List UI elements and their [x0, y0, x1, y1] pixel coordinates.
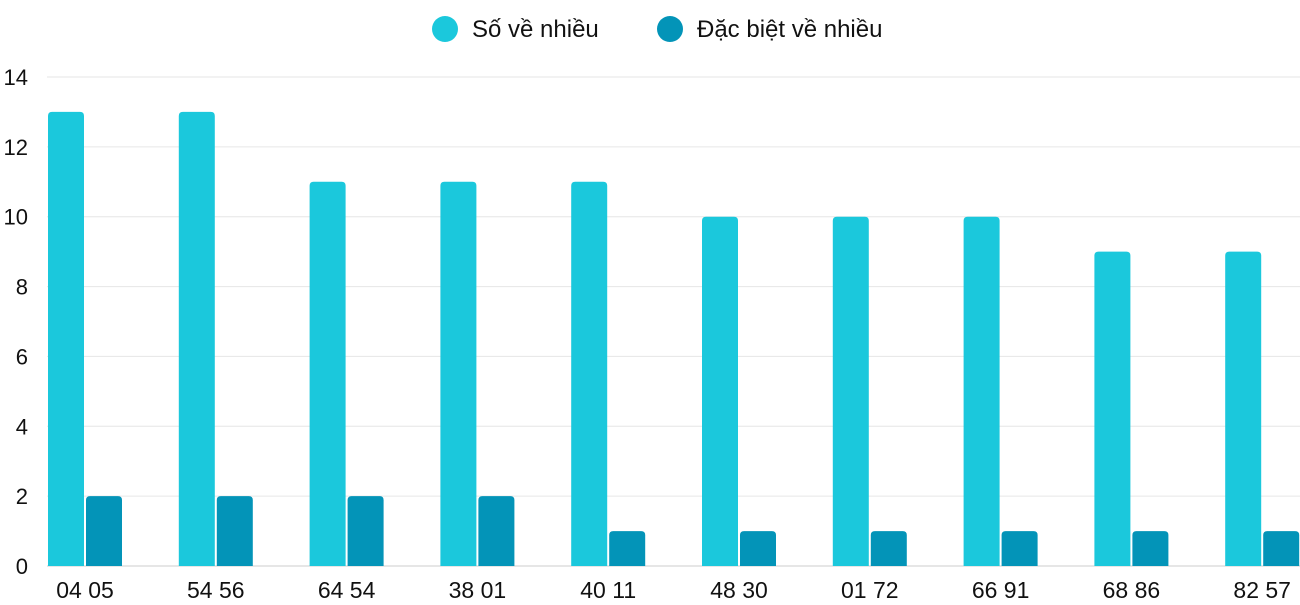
bar-dac-biet-ve-nhieu: [870, 531, 907, 566]
y-tick-label: 14: [4, 65, 28, 90]
bar-dac-biet-ve-nhieu: [1263, 531, 1300, 566]
bar-dac-biet-ve-nhieu: [609, 531, 646, 566]
bar-so-ve-nhieu: [832, 216, 869, 566]
bar-so-ve-nhieu: [571, 181, 608, 567]
y-axis-ticks: 0 2 4 6 8 10 12 14: [4, 65, 28, 579]
x-tick-label: 64 54: [318, 577, 376, 600]
bar-dac-biet-ve-nhieu: [86, 496, 122, 566]
legend-label: Đặc biệt về nhiều: [697, 16, 882, 43]
bar-so-ve-nhieu: [48, 111, 84, 566]
legend: Số về nhiều Đặc biệt về nhiều: [432, 16, 882, 43]
legend-swatch: [657, 16, 683, 42]
bar-so-ve-nhieu: [1094, 251, 1131, 566]
grid-lines: [47, 76, 1300, 567]
x-tick-label: 38 01: [449, 577, 507, 600]
bar-dac-biet-ve-nhieu: [1132, 531, 1169, 566]
y-tick-label: 12: [4, 135, 28, 160]
x-tick-label: 40 11: [580, 577, 636, 600]
bar-dac-biet-ve-nhieu: [478, 496, 515, 566]
bar-dac-biet-ve-nhieu: [347, 496, 384, 566]
y-tick-label: 4: [16, 414, 28, 439]
bar-so-ve-nhieu: [702, 216, 738, 566]
bar-dac-biet-ve-nhieu: [1001, 531, 1038, 566]
bar-dac-biet-ve-nhieu: [740, 531, 776, 566]
y-tick-label: 2: [16, 484, 28, 509]
bar-so-ve-nhieu: [440, 181, 477, 567]
x-tick-label: 01 72: [841, 577, 899, 600]
legend-label: Số về nhiều: [472, 16, 599, 43]
y-tick-label: 6: [16, 344, 28, 369]
bar-dac-biet-ve-nhieu: [216, 496, 253, 566]
bar-so-ve-nhieu: [309, 181, 346, 567]
x-tick-label: 48 30: [710, 577, 768, 600]
y-tick-label: 8: [16, 275, 28, 300]
legend-swatch: [432, 16, 458, 42]
bar-so-ve-nhieu: [178, 111, 215, 566]
x-tick-label: 82 57: [1233, 577, 1291, 600]
x-tick-label: 66 91: [972, 577, 1030, 600]
bars: [48, 111, 1300, 567]
y-tick-label: 10: [4, 205, 28, 230]
x-tick-label: 54 56: [187, 577, 245, 600]
x-axis-ticks: 04 05 54 56 64 54 38 01 40 11 48 30 01 72 66 91…: [56, 577, 1291, 603]
x-tick-label: 68 86: [1103, 577, 1161, 600]
y-tick-label: 0: [16, 554, 28, 579]
bar-so-ve-nhieu: [963, 216, 1000, 566]
bar-so-ve-nhieu: [1225, 251, 1262, 566]
x-tick-label: 04 05: [56, 577, 114, 600]
